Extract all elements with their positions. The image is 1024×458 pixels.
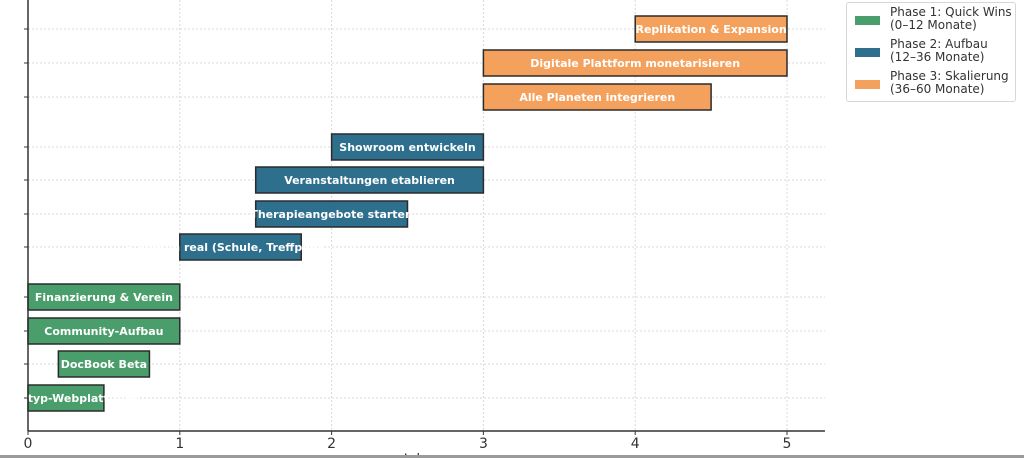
legend-swatch-phase-1 xyxy=(855,16,880,25)
task-bar-label: Planeten real (Schule, Treffpunkt, ...) xyxy=(125,241,356,254)
task-bar-rect xyxy=(330,133,485,161)
legend-label-line1: Phase 2: Aufbau xyxy=(890,37,988,51)
task-bar: Community-Aufbau xyxy=(27,317,181,345)
x-tick-label: 5 xyxy=(783,436,792,452)
task-bar: Showroom entwickeln xyxy=(330,133,485,161)
task-bar-rect xyxy=(57,350,151,378)
task-bar-label: Veranstaltungen etablieren xyxy=(284,174,455,187)
task-bar: Finanzierung & Verein xyxy=(27,283,181,311)
legend-swatch-phase-2 xyxy=(855,48,880,57)
legend-label-line2: (12–36 Monate) xyxy=(890,50,985,64)
task-bar: Digitale Plattform monetarisieren xyxy=(482,49,788,77)
task-bar-label: DocBook Beta xyxy=(61,358,147,371)
legend: Phase 1: Quick Wins (0–12 Monate) Phase … xyxy=(846,2,1016,102)
legend-label-line2: (0–12 Monate) xyxy=(890,18,977,32)
legend-item-phase-1: Phase 1: Quick Wins (0–12 Monate) xyxy=(855,6,1012,32)
task-bar-rect xyxy=(27,283,181,311)
legend-label-line2: (36–60 Monate) xyxy=(890,82,985,96)
task-bar-rect xyxy=(179,233,302,261)
legend-item-phase-3: Phase 3: Skalierung (36–60 Monate) xyxy=(855,70,1009,96)
legend-item-phase-2: Phase 2: Aufbau (12–36 Monate) xyxy=(855,38,988,64)
task-bar-label: Alle Planeten integrieren xyxy=(519,91,675,104)
task-bar-label: Finanzierung & Verein xyxy=(35,291,173,304)
legend-label-phase-3: Phase 3: Skalierung (36–60 Monate) xyxy=(890,70,1009,96)
legend-label-phase-1: Phase 1: Quick Wins (0–12 Monate) xyxy=(890,6,1012,32)
task-bar: Replikation & Expansion xyxy=(634,15,788,43)
task-bar-label: Prototyp-Webplattform xyxy=(0,392,138,405)
task-bar-label: Community-Aufbau xyxy=(44,325,163,338)
task-bar-rect xyxy=(27,384,105,412)
window-bottom-border xyxy=(0,455,1024,458)
task-bar-label: Replikation & Expansion xyxy=(635,23,786,36)
task-bar: Prototyp-Webplattform xyxy=(0,384,138,412)
task-bar-label: Digitale Plattform monetarisieren xyxy=(530,57,740,70)
x-tick-label: 2 xyxy=(327,436,336,452)
legend-swatch-phase-3 xyxy=(855,80,880,89)
task-bar-label: Therapieangebote starten xyxy=(250,208,413,221)
legend-label-phase-2: Phase 2: Aufbau (12–36 Monate) xyxy=(890,38,988,64)
task-bar-rect xyxy=(27,317,181,345)
task-bar: Therapieangebote starten xyxy=(250,200,413,228)
task-bars: Replikation & Expansion Digitale Plattfor… xyxy=(0,15,788,412)
task-bar-label: Showroom entwickeln xyxy=(339,141,475,154)
task-bar-rect xyxy=(482,49,788,77)
task-bar: Veranstaltungen etablieren xyxy=(254,166,485,194)
task-bar: Alle Planeten integrieren xyxy=(482,83,712,111)
legend-label-line1: Phase 1: Quick Wins xyxy=(890,5,1012,19)
x-tick-label: 3 xyxy=(479,436,488,452)
x-tick-label: 1 xyxy=(175,436,184,452)
task-bar-rect xyxy=(634,15,788,43)
task-bar: Planeten real (Schule, Treffpunkt, ...) xyxy=(125,233,356,261)
task-bar: DocBook Beta xyxy=(57,350,151,378)
legend-label-line1: Phase 3: Skalierung xyxy=(890,69,1009,83)
x-tick-label: 4 xyxy=(631,436,640,452)
task-bar-rect xyxy=(254,200,409,228)
task-bar-rect xyxy=(482,83,712,111)
task-bar-rect xyxy=(254,166,485,194)
x-tick-label: 0 xyxy=(24,436,33,452)
